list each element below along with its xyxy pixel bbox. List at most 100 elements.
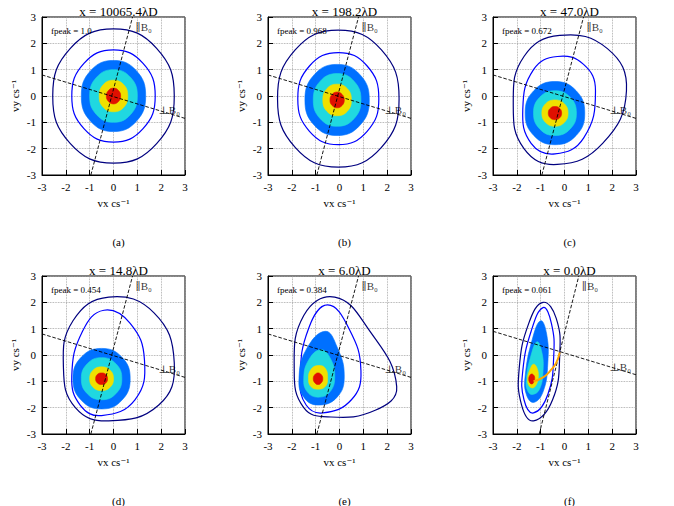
svg-text:3: 3 — [257, 270, 263, 282]
svg-text:1: 1 — [482, 64, 488, 76]
svg-text:2: 2 — [257, 37, 263, 49]
svg-text:0: 0 — [111, 440, 117, 452]
svg-text:⊥B₀: ⊥B₀ — [384, 104, 406, 116]
svg-text:-2: -2 — [27, 143, 36, 155]
svg-text:∥B₀: ∥B₀ — [136, 280, 152, 292]
svg-text:0: 0 — [31, 90, 37, 102]
svg-text:-1: -1 — [311, 181, 320, 193]
svg-text:0: 0 — [337, 440, 343, 452]
svg-text:2: 2 — [482, 37, 488, 49]
svg-text:-1: -1 — [478, 116, 487, 128]
svg-text:1: 1 — [31, 323, 37, 335]
svg-text:-1: -1 — [27, 116, 36, 128]
svg-text:-3: -3 — [488, 181, 498, 193]
svg-text:⊥B₀: ⊥B₀ — [609, 104, 631, 116]
svg-text:-3: -3 — [263, 440, 273, 452]
svg-text:-3: -3 — [488, 440, 498, 452]
svg-text:0: 0 — [257, 90, 263, 102]
svg-text:x = 6.0λD: x = 6.0λD — [318, 263, 370, 278]
svg-text:0: 0 — [31, 349, 37, 361]
svg-text:1: 1 — [586, 440, 592, 452]
svg-text:3: 3 — [182, 181, 188, 193]
svg-text:-1: -1 — [85, 181, 94, 193]
svg-text:-3: -3 — [253, 169, 263, 181]
svg-text:2: 2 — [158, 440, 164, 452]
svg-text:vy cs⁻¹: vy cs⁻¹ — [9, 339, 21, 371]
svg-text:∥B₀: ∥B₀ — [362, 280, 378, 292]
svg-text:vx cs⁻¹: vx cs⁻¹ — [323, 197, 355, 209]
svg-text:-2: -2 — [253, 143, 262, 155]
svg-text:-2: -2 — [253, 402, 262, 414]
svg-text:vy cs⁻¹: vy cs⁻¹ — [460, 80, 472, 112]
svg-text:vy cs⁻¹: vy cs⁻¹ — [235, 339, 247, 371]
svg-text:-2: -2 — [27, 402, 36, 414]
svg-text:3: 3 — [31, 11, 37, 23]
svg-text:(f): (f) — [564, 495, 575, 506]
svg-text:-3: -3 — [27, 428, 37, 440]
svg-text:3: 3 — [408, 440, 414, 452]
svg-text:2: 2 — [609, 181, 615, 193]
svg-text:vy cs⁻¹: vy cs⁻¹ — [460, 339, 472, 371]
svg-text:3: 3 — [408, 181, 414, 193]
svg-text:x = 14.8λD: x = 14.8λD — [89, 263, 148, 278]
svg-text:(e): (e) — [338, 495, 351, 506]
svg-text:-2: -2 — [61, 440, 70, 452]
svg-text:0: 0 — [482, 90, 488, 102]
svg-text:1: 1 — [257, 64, 263, 76]
svg-text:⊥B₀: ⊥B₀ — [158, 363, 180, 375]
svg-text:2: 2 — [609, 440, 615, 452]
svg-text:vx cs⁻¹: vx cs⁻¹ — [97, 456, 129, 468]
svg-text:x = 10065.4λD: x = 10065.4λD — [79, 4, 157, 19]
svg-text:x = 0.0λD: x = 0.0λD — [543, 263, 595, 278]
svg-text:⊥B₀: ⊥B₀ — [158, 104, 180, 116]
svg-text:3: 3 — [633, 440, 639, 452]
svg-text:3: 3 — [633, 181, 639, 193]
svg-text:2: 2 — [31, 37, 37, 49]
svg-text:0: 0 — [482, 349, 488, 361]
svg-text:-1: -1 — [478, 375, 487, 387]
svg-text:-1: -1 — [253, 116, 262, 128]
svg-text:∥B₀: ∥B₀ — [582, 280, 598, 292]
svg-text:vy cs⁻¹: vy cs⁻¹ — [9, 80, 21, 112]
svg-text:1: 1 — [482, 323, 488, 335]
svg-text:fpeak = 0.454: fpeak = 0.454 — [51, 285, 101, 295]
svg-text:⊥B₀: ⊥B₀ — [384, 363, 406, 375]
svg-text:2: 2 — [384, 440, 390, 452]
svg-text:-2: -2 — [478, 402, 487, 414]
svg-text:-2: -2 — [478, 143, 487, 155]
svg-text:(d): (d) — [112, 495, 125, 506]
svg-text:x = 47.0λD: x = 47.0λD — [540, 4, 599, 19]
svg-text:0: 0 — [562, 440, 568, 452]
svg-text:-2: -2 — [287, 181, 296, 193]
svg-text:2: 2 — [158, 181, 164, 193]
svg-text:-1: -1 — [27, 375, 36, 387]
svg-text:2: 2 — [384, 181, 390, 193]
svg-text:3: 3 — [257, 11, 263, 23]
svg-text:-3: -3 — [27, 169, 37, 181]
svg-text:-1: -1 — [536, 181, 545, 193]
svg-text:-3: -3 — [478, 169, 488, 181]
svg-text:vx cs⁻¹: vx cs⁻¹ — [548, 456, 580, 468]
svg-text:vx cs⁻¹: vx cs⁻¹ — [97, 197, 129, 209]
svg-text:3: 3 — [182, 440, 188, 452]
svg-text:-3: -3 — [37, 181, 47, 193]
svg-text:vx cs⁻¹: vx cs⁻¹ — [548, 197, 580, 209]
svg-text:-1: -1 — [536, 440, 545, 452]
svg-text:0: 0 — [562, 181, 568, 193]
svg-text:3: 3 — [31, 270, 37, 282]
svg-text:2: 2 — [257, 296, 263, 308]
svg-text:1: 1 — [257, 323, 263, 335]
svg-text:0: 0 — [257, 349, 263, 361]
svg-text:-1: -1 — [253, 375, 262, 387]
svg-text:-1: -1 — [85, 440, 94, 452]
svg-text:-1: -1 — [311, 440, 320, 452]
svg-text:1: 1 — [586, 181, 592, 193]
svg-text:2: 2 — [482, 296, 488, 308]
svg-text:3: 3 — [482, 11, 488, 23]
svg-text:(b): (b) — [338, 236, 351, 249]
svg-text:-3: -3 — [478, 428, 488, 440]
svg-text:fpeak = 0.061: fpeak = 0.061 — [502, 285, 552, 295]
svg-text:fpeak = 1.0: fpeak = 1.0 — [51, 26, 92, 36]
svg-text:⊥B₀: ⊥B₀ — [609, 361, 631, 373]
svg-text:fpeak = 0.968: fpeak = 0.968 — [277, 26, 327, 36]
